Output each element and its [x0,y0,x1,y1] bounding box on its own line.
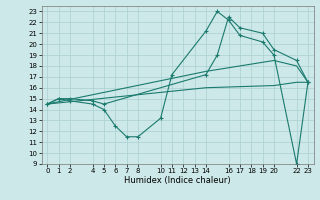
X-axis label: Humidex (Indice chaleur): Humidex (Indice chaleur) [124,176,231,185]
